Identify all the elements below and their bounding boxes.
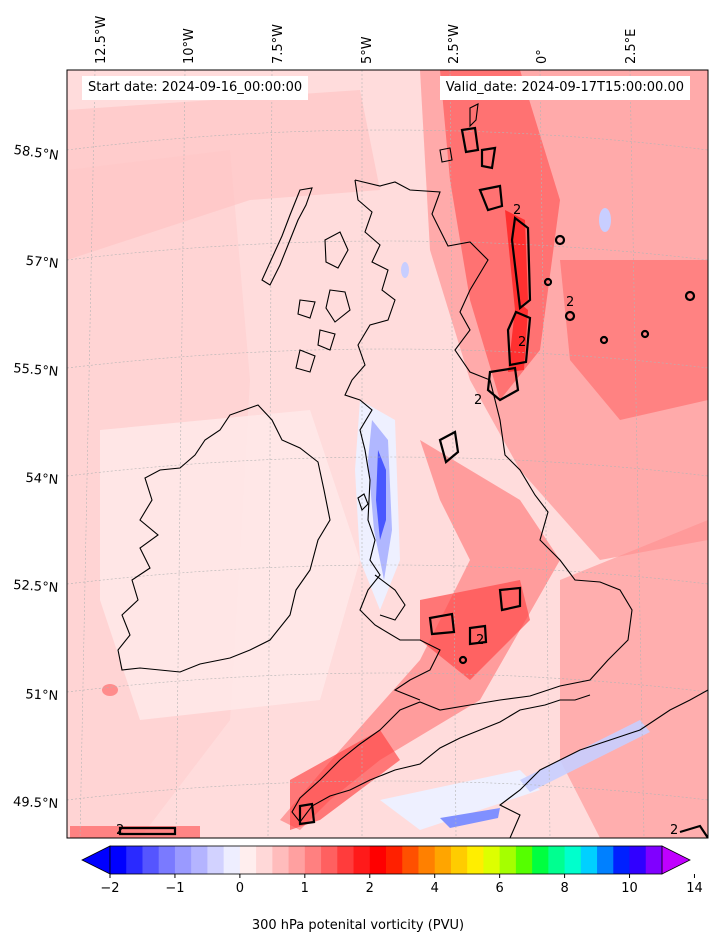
colorbar-segment <box>110 846 127 874</box>
lon-label: 10°W <box>182 28 197 64</box>
start-date-label: Start date: 2024-09-16_00:00:00 <box>82 76 309 100</box>
colorbar-segment <box>564 846 582 874</box>
lat-label: 58.5°N <box>13 143 60 164</box>
colorbar-tick-label: −2 <box>100 881 119 896</box>
colorbar-segment <box>207 846 225 874</box>
colorbar-segment <box>272 846 290 874</box>
colorbar-segment <box>191 846 208 874</box>
colorbar-segment <box>629 846 647 874</box>
colorbar-segment <box>418 846 436 874</box>
svg-text:2: 2 <box>474 393 482 408</box>
lat-label: 55.5°N <box>13 361 59 380</box>
colorbar-segment <box>467 846 484 874</box>
colorbar-segment <box>386 846 403 874</box>
colorbar-segment <box>548 846 566 874</box>
svg-text:2: 2 <box>518 335 526 350</box>
svg-text:2: 2 <box>476 633 484 648</box>
colorbar-ticks: −2 −1 0 1 2 4 6 8 10 14 <box>100 874 703 896</box>
lon-label: 7.5°W <box>271 24 286 64</box>
lat-label: 54°N <box>25 471 59 488</box>
colorbar-segment <box>304 846 322 874</box>
colorbar-tick-label: 4 <box>431 881 439 896</box>
lon-label: 5°W <box>360 36 375 64</box>
colorbar-segment <box>158 846 176 874</box>
lon-label: 12.5°W <box>94 16 109 64</box>
colorbar-tick-label: 8 <box>560 881 568 896</box>
lat-label: 49.5°N <box>13 795 59 812</box>
coastline <box>117 103 708 838</box>
colorbar-segment <box>483 846 501 874</box>
colorbar-extend-low <box>81 845 111 875</box>
latitude-labels: 58.5°N 57°N 55.5°N 54°N 52.5°N 51°N 49.5… <box>13 143 60 812</box>
lat-label: 57°N <box>25 254 59 272</box>
colorbar-segment <box>613 846 631 874</box>
colorbar-extend-high <box>661 845 691 875</box>
colorbar-segment <box>174 846 192 874</box>
colorbar-segment <box>126 846 143 874</box>
colorbar-tick-label: 10 <box>621 881 638 896</box>
longitude-labels: 12.5°W 10°W 7.5°W 5°W 2.5°W 0° 2.5°E <box>94 16 639 64</box>
svg-text:2: 2 <box>116 823 124 838</box>
colorbar-label: 300 hPa potenital vorticity (PVU) <box>251 918 465 933</box>
pv-2-contours <box>118 126 708 838</box>
colorbar-tick-label: 14 <box>686 881 703 896</box>
colorbar-segment <box>337 846 355 874</box>
colorbar-tick-label: 0 <box>236 881 244 896</box>
colorbar-segment <box>239 846 257 874</box>
contour-labels: 2 2 2 2 2 2 2 <box>116 203 678 838</box>
colorbar-tick-label: 1 <box>301 881 309 896</box>
colorbar-segment <box>499 846 517 874</box>
lon-label: 0° <box>535 49 550 64</box>
colorbar-segment <box>580 846 598 874</box>
colorbar-segment <box>402 846 419 874</box>
lon-label: 2.5°E <box>624 29 639 64</box>
colorbar-segment <box>321 846 338 874</box>
colorbar-tick-label: −1 <box>165 881 184 896</box>
colorbar-border <box>109 845 663 875</box>
valid-date-label: Valid_date: 2024-09-17T15:00:00.00 <box>439 76 690 100</box>
colorbar-segment <box>434 846 452 874</box>
lon-label: 2.5°W <box>447 24 462 64</box>
colorbar-segment <box>369 846 387 874</box>
colorbar-segment <box>532 846 549 874</box>
colorbar-segment <box>450 846 468 874</box>
lat-label: 51°N <box>25 687 59 704</box>
graticule <box>67 70 708 838</box>
map-frame <box>66 69 709 839</box>
svg-text:2: 2 <box>566 295 574 310</box>
colorbar-segment <box>142 846 160 874</box>
colorbar-segment <box>353 846 371 874</box>
svg-text:2: 2 <box>513 203 521 218</box>
svg-text:2: 2 <box>670 823 678 838</box>
colorbar-segment <box>645 846 663 874</box>
colorbar-segment <box>223 846 241 874</box>
colorbar-segment <box>256 846 273 874</box>
colorbar-segment <box>597 846 614 874</box>
pv-field: 2 2 2 2 2 2 2 <box>67 70 708 838</box>
colorbar-segment <box>515 846 533 874</box>
colorbar-tick-label: 2 <box>366 881 374 896</box>
colorbar-segment <box>288 846 306 874</box>
lat-label: 52.5°N <box>13 578 59 596</box>
colorbar-tick-label: 6 <box>496 881 504 896</box>
colorbar <box>81 845 691 875</box>
